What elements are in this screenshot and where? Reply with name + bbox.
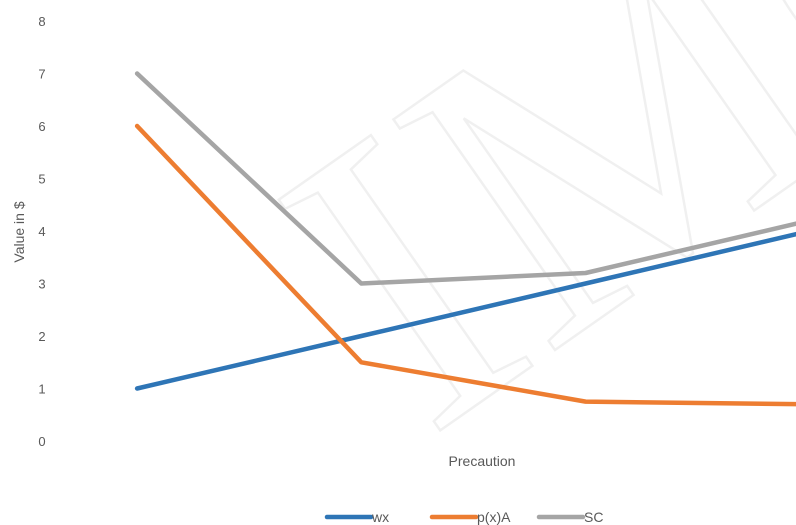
series-line-p(x)A [134,123,796,407]
y-tick-label: 4 [38,224,45,239]
y-tick-label: 0 [38,434,45,449]
watermark: IMCS [207,0,796,518]
y-tick-label: 3 [38,277,45,292]
x-axis-label: Precaution [449,453,516,469]
y-tick-label: 8 [38,14,45,29]
legend-label-p(x)A: p(x)A [477,509,511,525]
y-tick-label: 2 [38,329,45,344]
watermark-text: IMCS [208,0,796,516]
series-line-wx [134,231,796,391]
y-tick-label: 5 [38,172,45,187]
y-tick-label: 7 [38,67,45,82]
series-lines [134,71,796,407]
legend-label-wx: wx [371,509,389,525]
y-tick-label: 6 [38,119,45,134]
y-tick-label: 1 [38,382,45,397]
legend-label-SC: SC [584,509,603,525]
series-line-SC [134,71,796,286]
y-axis-ticks: 0 1 2 3 4 5 6 7 8 [38,14,45,449]
y-axis-label: Value in $ [11,201,27,262]
legend: wx p(x)A SC [324,509,603,525]
